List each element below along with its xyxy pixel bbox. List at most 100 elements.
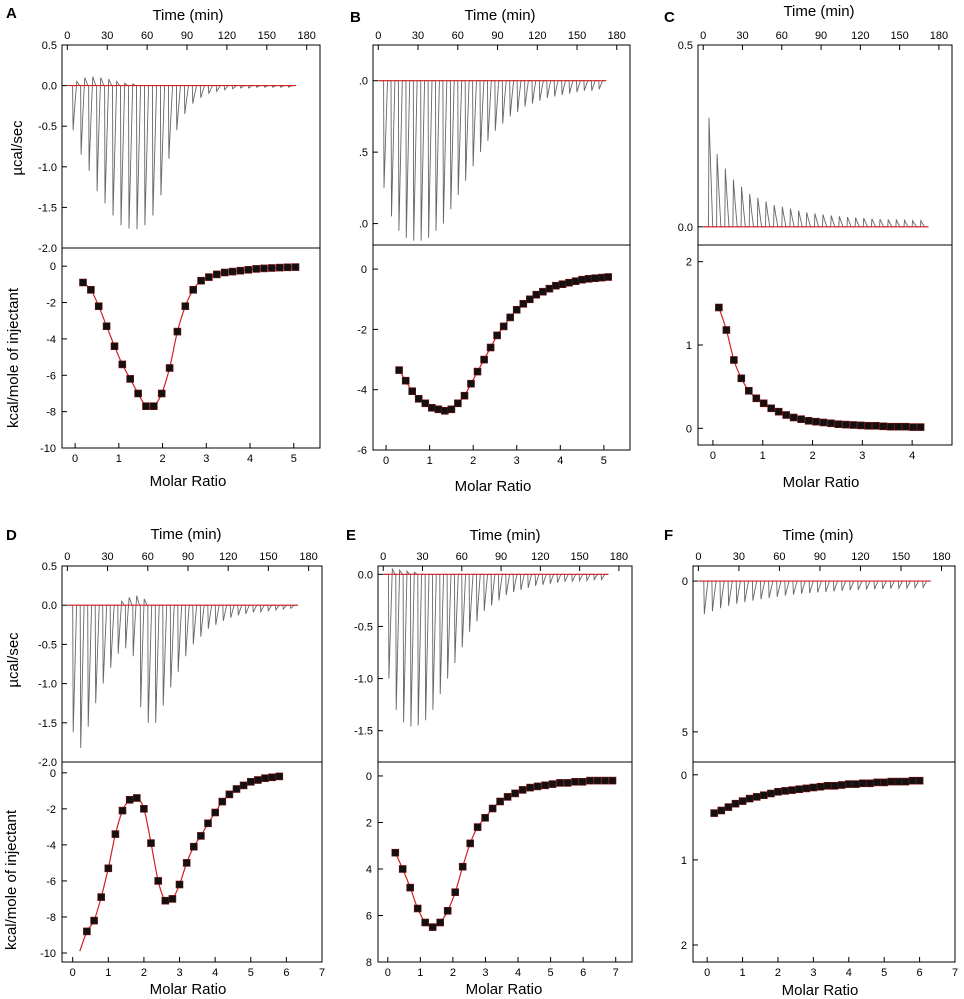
lower-y-tick-label: -10 (40, 948, 56, 960)
data-point-marker (518, 786, 527, 794)
time-axis-title: Time (min) (152, 7, 223, 24)
upper-y-tick-label: 0 (682, 576, 688, 588)
time-tick-label: 180 (930, 30, 948, 42)
molar-ratio-tick-label: 5 (248, 967, 254, 979)
data-point-marker (434, 405, 443, 414)
data-point-marker (150, 402, 158, 411)
panel-label: E (346, 527, 356, 544)
data-point-marker (428, 923, 437, 931)
upper-y-tick-label: 0.5 (42, 561, 57, 573)
lower-y-tick-label: 0 (686, 423, 692, 435)
molar-ratio-tick-label: 2 (160, 453, 166, 465)
data-point-marker (541, 781, 549, 790)
data-point-marker (578, 275, 586, 284)
data-point-marker (526, 783, 534, 792)
molar-ratio-tick-label: 5 (881, 967, 887, 979)
molar-ratio-tick-label: 7 (952, 967, 958, 979)
data-point-marker (842, 420, 850, 429)
data-point-marker (79, 278, 87, 287)
time-axis-title: Time (min) (469, 527, 540, 544)
lower-y-tick-label: 8 (366, 957, 372, 969)
upper-y-tick-label: -1.5 (38, 202, 57, 214)
data-point-marker (87, 285, 95, 294)
upper-y-tick-label: -1.5 (354, 726, 373, 738)
data-point-marker (244, 265, 253, 274)
lower-y-tick-label: -10 (40, 443, 56, 455)
data-point-marker (133, 794, 141, 802)
molar-ratio-tick-label: 2 (450, 967, 456, 979)
lower-y-tick-label: -6 (357, 445, 367, 457)
upper-y-tick-label: -0.5 (38, 639, 57, 651)
time-tick-label: 180 (298, 30, 316, 42)
data-point-marker (717, 806, 726, 815)
data-point-marker (873, 778, 881, 787)
data-point-marker (781, 787, 789, 795)
lower-plot-frame (61, 761, 323, 963)
data-point-marker (915, 776, 924, 785)
data-point-marker (866, 779, 874, 788)
data-point-marker (565, 278, 573, 287)
data-point-marker (488, 804, 497, 813)
panel-label: F (664, 527, 673, 544)
data-point-marker (532, 290, 541, 299)
lower-y-axis-title: kcal/mole of injectant (5, 287, 22, 428)
time-tick-label: 150 (890, 30, 908, 42)
lower-plot-frame (692, 761, 956, 963)
data-point-marker (788, 786, 796, 794)
lower-y-tick-label: -4 (46, 840, 56, 852)
upper-plot-frame (377, 565, 633, 763)
molar-ratio-tick-label: 0 (383, 455, 389, 467)
upper-y-axis-title: µcal/sec (9, 120, 26, 176)
time-tick-label: 30 (736, 30, 748, 42)
upper-y-tick-label: 0.0 (42, 600, 57, 612)
molar-ratio-tick-label: 3 (859, 450, 865, 462)
molar-ratio-axis-title: Molar Ratio (150, 473, 227, 490)
data-point-marker (604, 273, 613, 281)
time-axis-title: Time (min) (150, 526, 221, 543)
time-tick-label: 180 (608, 30, 626, 42)
upper-y-tick-label: 0.0 (358, 569, 373, 581)
data-point-marker (486, 343, 495, 352)
data-point-marker (189, 285, 197, 294)
data-point-marker (181, 302, 190, 311)
data-point-marker (441, 406, 449, 415)
data-point-marker (102, 322, 111, 331)
data-point-marker (454, 399, 462, 408)
data-point-marker (398, 865, 407, 873)
raw-heat-trace (67, 76, 297, 230)
data-point-marker (406, 883, 415, 892)
data-point-marker (260, 264, 268, 273)
upper-y-tick-label: 0.0 (42, 81, 57, 93)
data-point-marker (97, 893, 105, 901)
molar-ratio-tick-label: 6 (917, 967, 923, 979)
lower-y-axis-title: kcal/mole of injectant (3, 809, 20, 950)
molar-ratio-tick-label: 2 (141, 967, 147, 979)
time-tick-label: 90 (181, 30, 193, 42)
data-point-marker (413, 904, 422, 913)
data-point-marker (414, 394, 423, 403)
molar-ratio-tick-label: 3 (176, 967, 182, 979)
data-point-marker (724, 803, 733, 811)
data-point-marker (844, 780, 853, 788)
lower-y-tick-label: -4 (46, 334, 56, 346)
upper-plot-frame (692, 565, 956, 763)
panel-c: C Time (min) Molar Ratio (664, 3, 859, 491)
data-point-marker (908, 776, 917, 785)
raw-heat-trace (383, 567, 609, 727)
data-point-marker (197, 832, 205, 840)
lower-y-tick-label: 0 (50, 261, 56, 273)
data-point-marker (710, 809, 719, 817)
lower-y-tick-label: -6 (46, 876, 56, 888)
data-point-marker (887, 777, 896, 786)
data-point-marker (436, 918, 445, 927)
time-tick-label: 90 (491, 30, 503, 42)
time-tick-label: 30 (733, 551, 745, 563)
data-point-marker (525, 295, 534, 304)
data-point-marker (880, 778, 889, 787)
data-point-marker (601, 776, 609, 785)
fit-curve (398, 276, 609, 412)
data-point-marker (268, 773, 276, 782)
fit-curve (82, 266, 296, 409)
time-tick-label: 60 (141, 30, 153, 42)
data-point-marker (291, 263, 300, 271)
